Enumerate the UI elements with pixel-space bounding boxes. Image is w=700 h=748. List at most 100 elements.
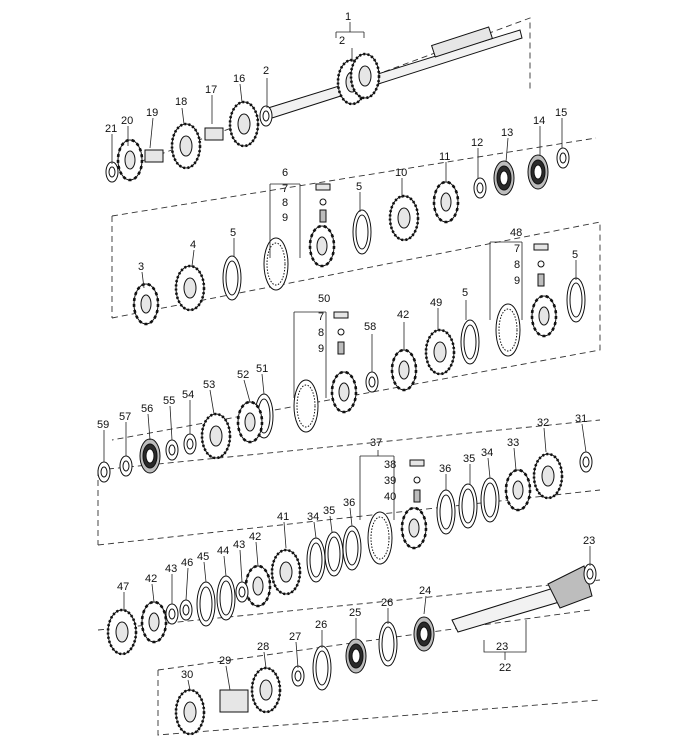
callout-14: 14 <box>533 115 545 127</box>
gear-4 <box>174 264 206 312</box>
callout-46: 46 <box>181 557 193 569</box>
callout-35: 35 <box>463 453 475 465</box>
callout-26: 26 <box>381 597 393 609</box>
ring-45 <box>196 581 216 627</box>
needle-bearing-42b <box>244 564 272 608</box>
synchro-ring-5a <box>352 209 372 255</box>
callout-labels: 1 2 2 16 17 18 19 20 21 15 14 13 12 11 1… <box>97 11 595 681</box>
callout-8: 8 <box>282 197 288 209</box>
sleeve-50 <box>293 379 319 433</box>
callout-52: 52 <box>237 369 249 381</box>
gear-11 <box>432 180 460 224</box>
circlip-58 <box>365 371 379 393</box>
bushing-29 <box>219 689 249 713</box>
callout-28: 28 <box>257 641 269 653</box>
bearing-24 <box>413 616 435 652</box>
callout-48: 48 <box>510 227 522 239</box>
shim-26b <box>312 645 332 691</box>
needle-bearing-42a <box>390 348 418 392</box>
washer-2b <box>259 105 273 127</box>
needle-bearing-17 <box>204 127 224 141</box>
hub-48 <box>530 294 558 338</box>
callout-35: 35 <box>323 505 335 517</box>
callout-53: 53 <box>203 379 215 391</box>
leader-lines <box>103 22 591 691</box>
callout-5: 5 <box>462 287 468 299</box>
washer-12 <box>473 177 487 199</box>
ring-35a <box>458 483 478 529</box>
callout-7: 7 <box>318 311 324 323</box>
callout-20: 20 <box>121 115 133 127</box>
callout-34: 34 <box>481 447 493 459</box>
callout-29: 29 <box>219 655 231 667</box>
callout-27: 27 <box>289 631 301 643</box>
callout-54: 54 <box>182 389 194 401</box>
nut-23a <box>583 563 597 585</box>
callout-38: 38 <box>384 459 396 471</box>
synchro-ring-5d <box>460 319 480 365</box>
callout-23: 23 <box>583 535 595 547</box>
gear-41 <box>270 548 302 596</box>
nut-21 <box>105 161 119 183</box>
callout-36: 36 <box>439 463 451 475</box>
callout-6: 6 <box>282 167 288 179</box>
callout-47: 47 <box>117 581 129 593</box>
spring-46 <box>179 599 193 621</box>
callout-8: 8 <box>514 259 520 271</box>
callout-10: 10 <box>395 167 407 179</box>
callout-26: 26 <box>315 619 327 631</box>
bearing-25 <box>345 638 367 674</box>
washer-55 <box>165 439 179 461</box>
callout-43: 43 <box>165 563 177 575</box>
callout-51: 51 <box>256 363 268 375</box>
nut-15 <box>556 147 570 169</box>
callout-17: 17 <box>205 84 217 96</box>
callout-36: 36 <box>343 497 355 509</box>
callout-41: 41 <box>277 511 289 523</box>
gear-28 <box>250 666 282 714</box>
gear-33 <box>504 468 532 512</box>
ring-44 <box>216 575 236 621</box>
callout-37: 37 <box>370 437 382 449</box>
hub-37 <box>400 506 428 550</box>
sleeve-6 <box>263 237 289 291</box>
callout-33: 33 <box>507 437 519 449</box>
washer-43b <box>165 603 179 625</box>
needle-bearing-52 <box>236 400 264 444</box>
callout-59: 59 <box>97 419 109 431</box>
callout-2: 2 <box>339 35 345 47</box>
callout-42: 42 <box>249 531 261 543</box>
callout-42: 42 <box>397 309 409 321</box>
circlip-54 <box>183 433 197 455</box>
callout-8: 8 <box>318 327 324 339</box>
bearing-13 <box>493 160 515 196</box>
nut-57 <box>119 455 133 477</box>
callout-9: 9 <box>282 212 288 224</box>
callout-9: 9 <box>514 275 520 287</box>
sleeve-48 <box>495 303 521 357</box>
callout-39: 39 <box>384 475 396 487</box>
callout-7: 7 <box>282 183 288 195</box>
ring-34b <box>306 537 326 583</box>
washer-27 <box>291 665 305 687</box>
callout-50: 50 <box>318 293 330 305</box>
callout-23: 23 <box>496 641 508 653</box>
gear-30 <box>174 688 206 736</box>
gear-18 <box>170 122 202 170</box>
hub-50 <box>330 370 358 414</box>
callout-30: 30 <box>181 669 193 681</box>
callout-24: 24 <box>419 585 431 597</box>
callout-9: 9 <box>318 343 324 355</box>
gear-16 <box>228 100 260 148</box>
shim-26a <box>378 621 398 667</box>
ring-34a <box>480 477 500 523</box>
synchro-ring-5c <box>566 277 586 323</box>
detent-parts <box>315 183 549 503</box>
callout-42: 42 <box>145 573 157 585</box>
callout-34: 34 <box>307 511 319 523</box>
callout-32: 32 <box>537 417 549 429</box>
hub-6 <box>308 224 336 268</box>
callout-4: 4 <box>190 239 196 251</box>
callout-40: 40 <box>384 491 396 503</box>
callout-57: 57 <box>119 411 131 423</box>
